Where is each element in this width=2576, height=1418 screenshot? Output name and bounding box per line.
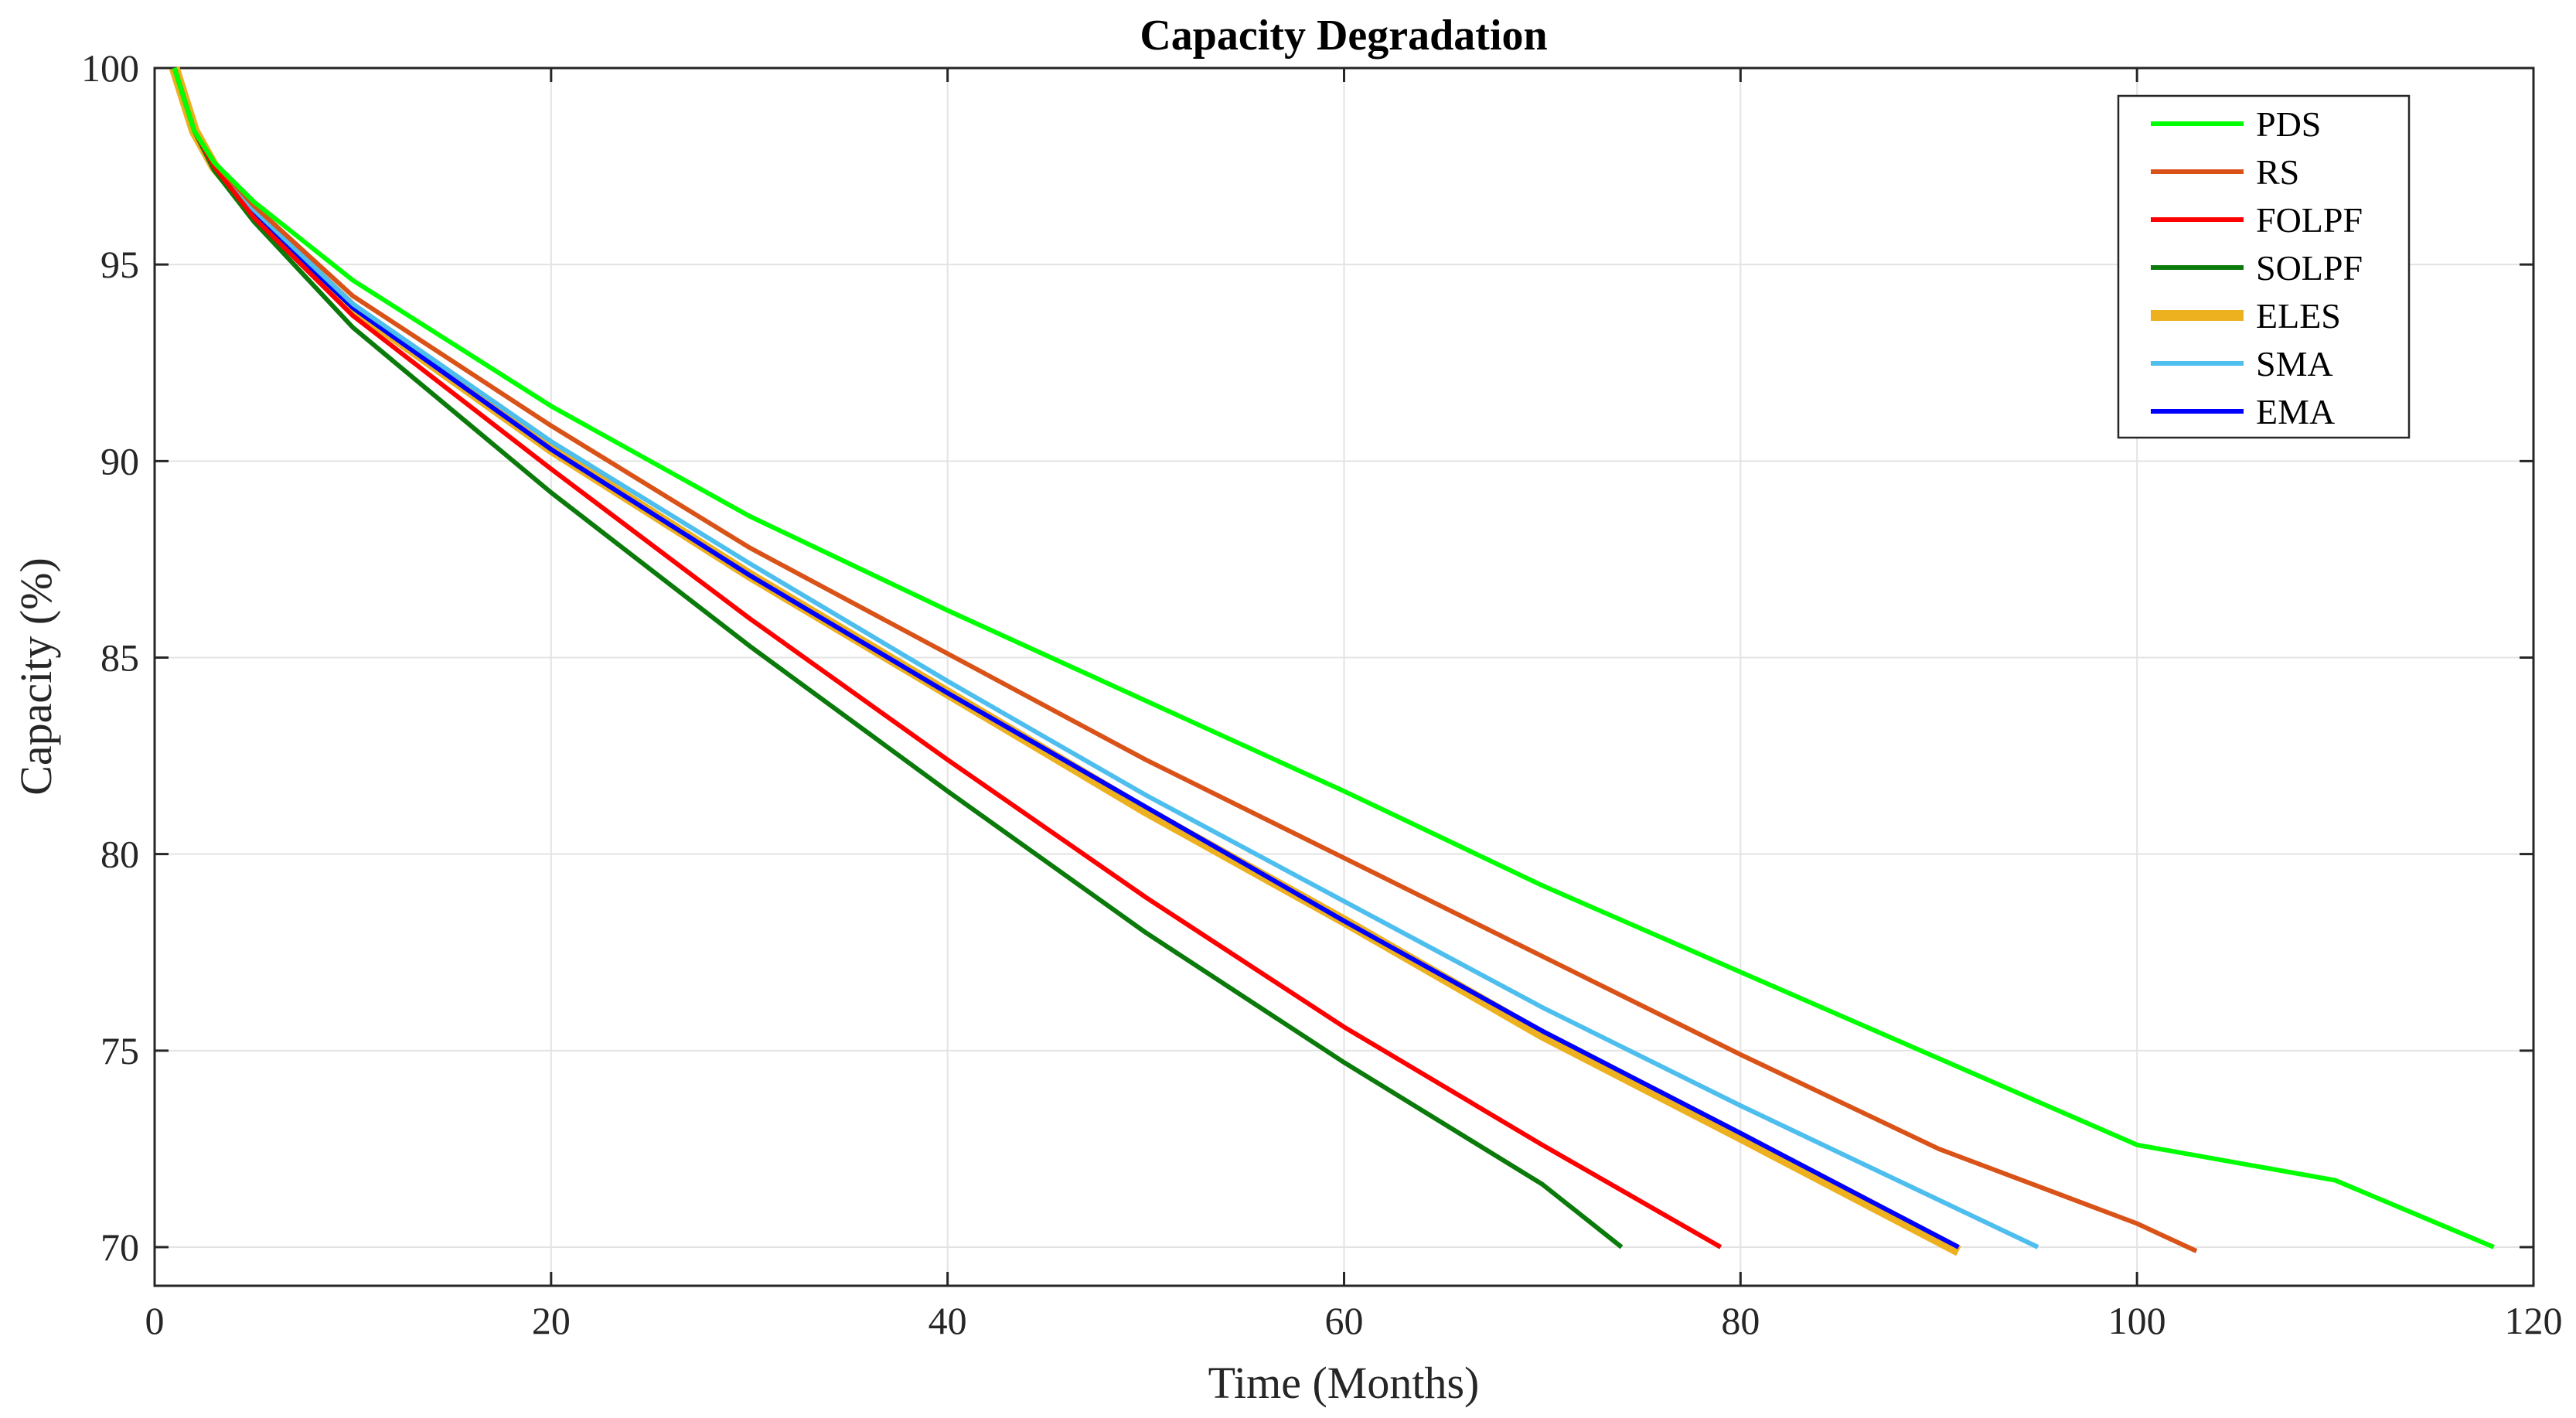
chart-title: Capacity Degradation (1140, 12, 1547, 60)
x-axis-label: Time (Months) (1208, 1358, 1480, 1408)
series-group (169, 66, 2495, 1256)
x-tick-label: 20 (532, 1299, 571, 1342)
y-tick-label: 85 (101, 636, 139, 680)
y-axis-label: Capacity (%) (11, 557, 61, 796)
legend-label-solpf: SOLPF (2256, 248, 2363, 288)
legend-label-rs: RS (2256, 152, 2299, 192)
legend-label-ema: EMA (2256, 392, 2335, 431)
y-tick-label: 75 (101, 1029, 139, 1072)
x-tick-label: 40 (929, 1299, 967, 1342)
x-tick-label: 120 (2505, 1299, 2563, 1342)
y-tick-label: 70 (101, 1225, 139, 1269)
y-tick-label: 95 (101, 243, 139, 286)
y-tick-label: 100 (81, 46, 139, 90)
x-tick-label: 0 (145, 1299, 165, 1342)
x-tick-label: 100 (2108, 1299, 2166, 1342)
series-line-pds (172, 67, 2495, 1249)
legend-label-eles: ELES (2256, 296, 2341, 336)
legend-label-folpf: FOLPF (2256, 200, 2363, 240)
y-tick-label: 80 (101, 833, 139, 876)
legend-label-sma: SMA (2256, 344, 2333, 383)
y-tick-label: 90 (101, 439, 139, 482)
axis-ticks: 0 20 40 60 80 100 120 70 75 80 85 90 95 100 (81, 46, 2563, 1342)
x-tick-label: 60 (1325, 1299, 1364, 1342)
legend-label-pds: PDS (2256, 104, 2321, 144)
legend: PDS RS FOLPF SOLPF ELES SMA EMA (2117, 94, 2411, 439)
x-tick-label: 80 (1721, 1299, 1760, 1342)
